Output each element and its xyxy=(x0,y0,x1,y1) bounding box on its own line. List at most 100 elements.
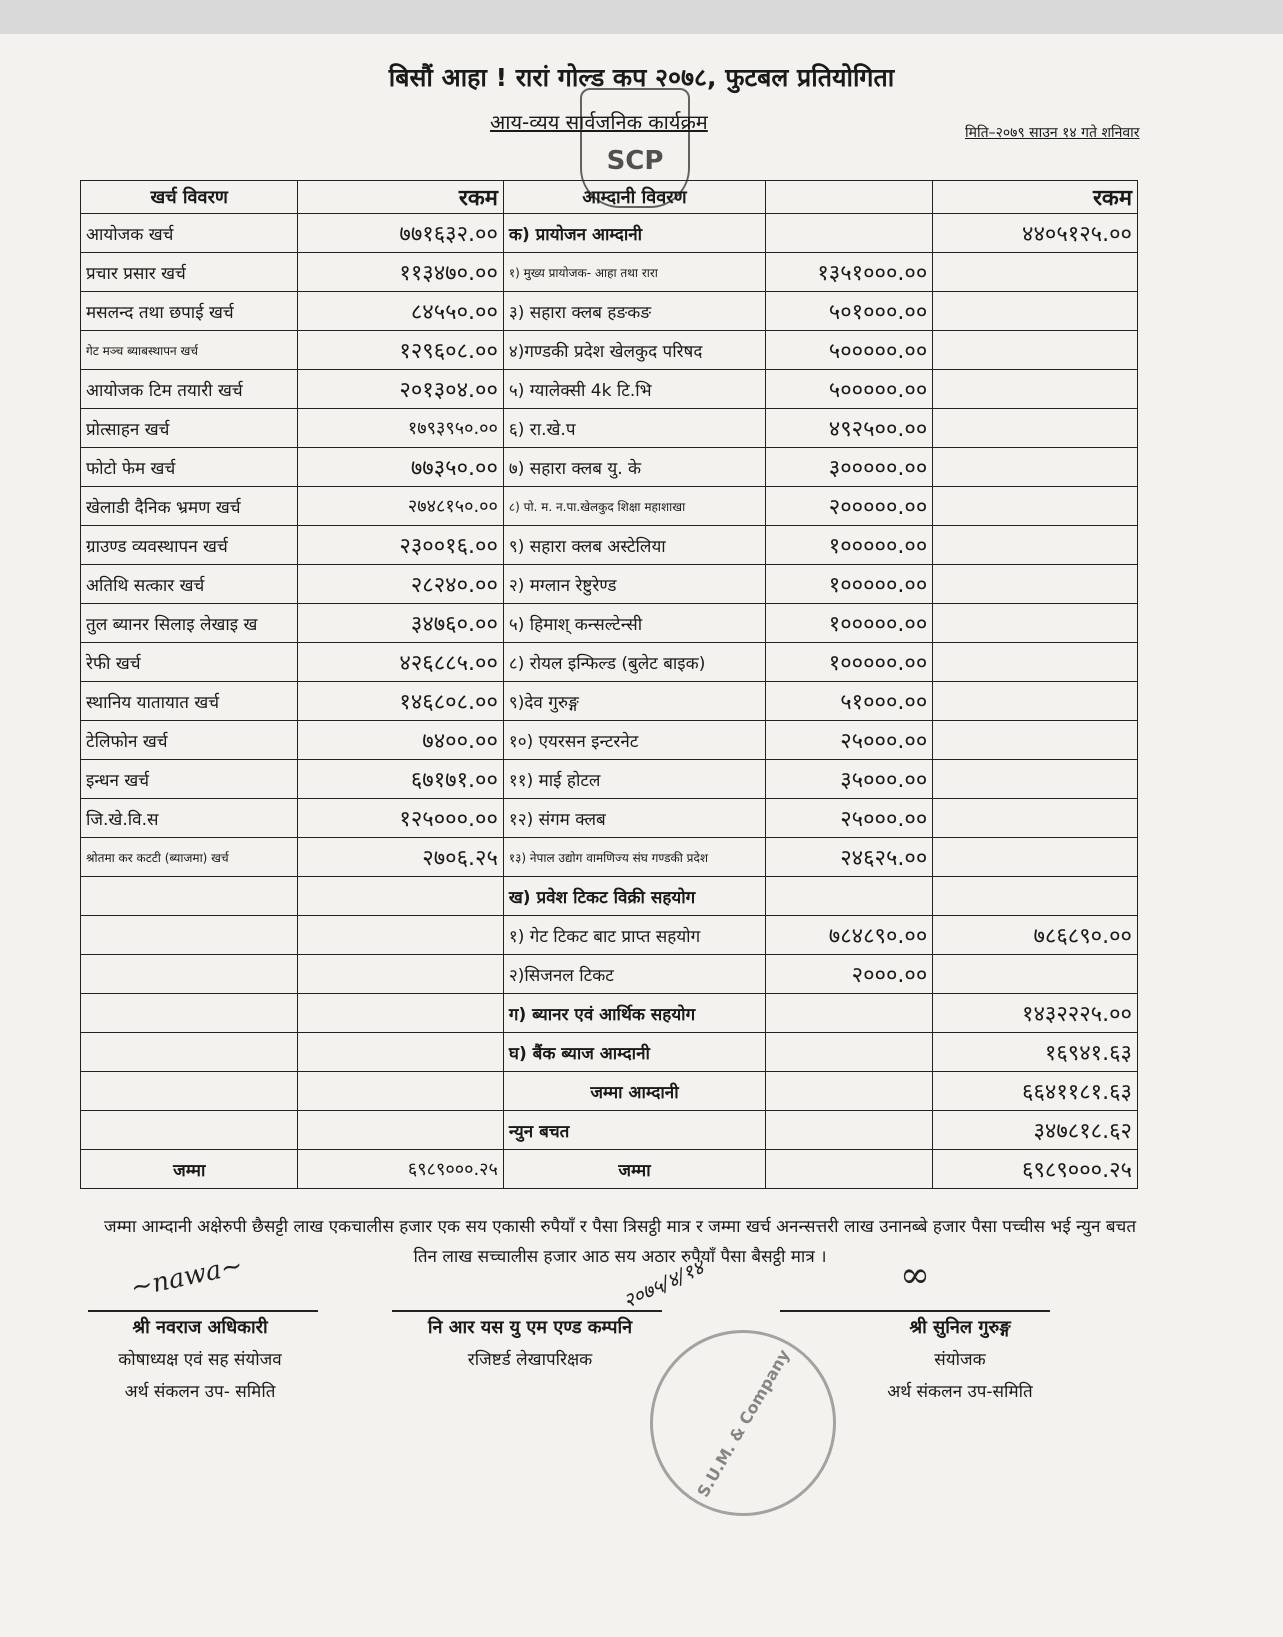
income-description: ख) प्रवेश टिकट विक्री सहयोग xyxy=(502,876,767,916)
income-amount xyxy=(932,642,1138,682)
income-amount xyxy=(932,876,1138,916)
expense-description: जि.खे.वि.स xyxy=(79,798,299,838)
income-sub-amount xyxy=(765,1071,934,1111)
column-header xyxy=(765,180,934,214)
income-description: २) मग्लान रेष्टुरेण्ड xyxy=(502,564,767,604)
income-amount xyxy=(932,564,1138,604)
document-subtitle: आय-व्यय सार्वजनिक कार्यक्रम xyxy=(490,110,708,134)
table-row: ख) प्रवेश टिकट विक्री सहयोग xyxy=(79,876,1138,916)
income-sub-amount: १०००००.०० xyxy=(765,603,934,643)
expense-description: खेलाडी दैनिक भ्रमण खर्च xyxy=(79,486,299,526)
income-amount: ४४०५१२५.०० xyxy=(932,213,1138,253)
signatory-name: नि आर यस यु एम एण्ड कम्पनि xyxy=(427,1317,633,1338)
income-description: ८) पो. म. न.पा.खेलकुद शिक्षा महाशाखा xyxy=(502,486,767,526)
table-row: न्युन बचत ३४७८१८.६२ xyxy=(79,1110,1138,1150)
table-row: मसलन्द तथा छपाई खर्च ८४५५०.०० ३) सहारा क्ल… xyxy=(79,291,1138,331)
income-description: २)सिजनल टिकट xyxy=(502,954,767,994)
expense-description: आयोजक टिम तयारी खर्च xyxy=(79,369,299,409)
expense-amount: ६७१७१.०० xyxy=(297,759,504,799)
table-row: फोटो फेम खर्च ७७३५०.०० ७) सहारा क्लब यु. क… xyxy=(79,447,1138,487)
expense-description: प्रचार प्रसार खर्च xyxy=(79,252,299,292)
income-description: ४)गण्डकी प्रदेश खेलकुद परिषद xyxy=(502,330,767,370)
income-amount xyxy=(932,954,1138,994)
table-row: स्थानिय यातायात खर्च १४६८०८.०० ९)देव गुरुङ… xyxy=(79,681,1138,721)
income-description: घ) बैंक ब्याज आम्दानी xyxy=(502,1032,767,1072)
income-amount xyxy=(932,252,1138,292)
expense-amount xyxy=(297,1032,504,1072)
income-sub-amount: ७८४८९०.०० xyxy=(765,915,934,955)
document-title: बिसौं आहा ! रारां गोल्ड कप २०७८, फुटबल प… xyxy=(388,63,895,92)
income-amount xyxy=(932,330,1138,370)
income-amount xyxy=(932,408,1138,448)
signatory-auditor: नि आर यस यु एम एण्ड कम्पनि रजिष्टर्ड लेख… xyxy=(380,1312,680,1376)
income-sub-amount: ३०००००.०० xyxy=(765,447,934,487)
income-description: ९)देव गुरुङ्ग xyxy=(502,681,767,721)
income-amount: ३४७८१८.६२ xyxy=(932,1110,1138,1150)
income-description: ५) ग्यालेक्सी 4k टि.भि xyxy=(502,369,767,409)
expense-amount: १४६८०८.०० xyxy=(297,681,504,721)
income-description: ५) हिमाश् कन्सल्टेन्सी xyxy=(502,603,767,643)
table-row: प्रचार प्रसार खर्च ११३४७०.०० १) मुख्य प्रा… xyxy=(79,252,1138,292)
income-sub-amount: ५०००००.०० xyxy=(765,330,934,370)
amount-in-words: जम्मा आम्दानी अक्षेरुपी छैसट्टी लाख एकचा… xyxy=(103,1217,1137,1267)
column-header: आम्दानी विवरण xyxy=(502,180,767,214)
expense-description: फोटो फेम खर्च xyxy=(79,447,299,487)
expense-amount xyxy=(297,1110,504,1150)
income-sub-amount: १०००००.०० xyxy=(765,642,934,682)
table-row: तुल ब्यानर सिलाइ लेखाइ ख ३४७६०.०० ५) हिमाश… xyxy=(79,603,1138,643)
income-amount xyxy=(932,525,1138,565)
signature-line xyxy=(392,1310,662,1312)
signatory-committee: अर्थ संकलन उप-समिति xyxy=(887,1382,1033,1402)
table-row: खेलाडी दैनिक भ्रमण खर्च २७४८१५०.०० ८) पो. … xyxy=(79,486,1138,526)
income-sub-amount: २४६२५.०० xyxy=(765,837,934,877)
expense-description: इन्धन खर्च xyxy=(79,759,299,799)
expense-description: प्रोत्साहन खर्च xyxy=(79,408,299,448)
expense-description: ग्राउण्ड व्यवस्थापन खर्च xyxy=(79,525,299,565)
income-sub-amount: १०००००.०० xyxy=(765,564,934,604)
table-row: जम्मा ६९८९०००.२५ जम्मा ६९८९०००.२५ xyxy=(79,1149,1138,1189)
expense-amount: २७०६.२५ xyxy=(297,837,504,877)
income-sub-amount: १०००००.०० xyxy=(765,525,934,565)
income-description: जम्मा आम्दानी xyxy=(502,1071,767,1111)
income-description: ६) रा.खे.प xyxy=(502,408,767,448)
signatory-treasurer: श्री नवराज अधिकारी कोषाध्यक्ष एवं सह संय… xyxy=(70,1312,330,1408)
income-sub-amount xyxy=(765,1110,934,1150)
signatory-committee: अर्थ संकलन उप- समिति xyxy=(124,1382,276,1402)
table-row: जम्मा आम्दानी ६६४११८१.६३ xyxy=(79,1071,1138,1111)
income-amount xyxy=(932,837,1138,877)
expense-description xyxy=(79,1032,299,1072)
income-amount: ७८६८९०.०० xyxy=(932,915,1138,955)
income-sub-amount: २०००००.०० xyxy=(765,486,934,526)
income-sub-amount: ३५०००.०० xyxy=(765,759,934,799)
expense-description: आयोजक खर्च xyxy=(79,213,299,253)
income-description: ९) सहारा क्लब अस्टेलिया xyxy=(502,525,767,565)
column-header: रकम xyxy=(297,180,504,214)
column-header: रकम xyxy=(932,180,1138,214)
income-amount xyxy=(932,798,1138,838)
expense-amount xyxy=(297,876,504,916)
expense-amount: ७४००.०० xyxy=(297,720,504,760)
expense-amount: ४२६८८५.०० xyxy=(297,642,504,682)
income-sub-amount: २५०००.०० xyxy=(765,720,934,760)
signature-line xyxy=(780,1310,1050,1312)
expense-amount: ७७३५०.०० xyxy=(297,447,504,487)
expense-amount xyxy=(297,915,504,955)
income-amount xyxy=(932,681,1138,721)
income-amount xyxy=(932,486,1138,526)
signatory-name: श्री सुनिल गुरुङ्ग xyxy=(909,1317,1011,1338)
expense-description: तुल ब्यानर सिलाइ लेखाइ ख xyxy=(79,603,299,643)
income-sub-amount xyxy=(765,1032,934,1072)
signatory-role: रजिष्टर्ड लेखापरिक्षक xyxy=(467,1350,593,1370)
income-amount xyxy=(932,447,1138,487)
expense-amount: ६९८९०००.२५ xyxy=(297,1149,504,1189)
income-sub-amount: ५०००००.०० xyxy=(765,369,934,409)
income-sub-amount: ४९२५००.०० xyxy=(765,408,934,448)
table-row: रेफी खर्च ४२६८८५.०० ८) रोयल इन्फिल्ड (बुले… xyxy=(79,642,1138,682)
table-row: जि.खे.वि.स १२५०००.०० १२) संगम क्लब २५०००.०० xyxy=(79,798,1138,838)
income-amount xyxy=(932,759,1138,799)
signatory-coordinator: श्री सुनिल गुरुङ्ग संयोजक अर्थ संकलन उप-… xyxy=(830,1312,1090,1408)
expense-amount: २०१३०४.०० xyxy=(297,369,504,409)
income-description: १३) नेपाल उद्योग वामणिज्य संघ गण्डकी प्र… xyxy=(502,837,767,877)
table-row: आयोजक टिम तयारी खर्च २०१३०४.०० ५) ग्यालेक्… xyxy=(79,369,1138,409)
table-row: आयोजक खर्च ७७१६३२.०० क) प्रायोजन आम्दानी ४४… xyxy=(79,213,1138,253)
